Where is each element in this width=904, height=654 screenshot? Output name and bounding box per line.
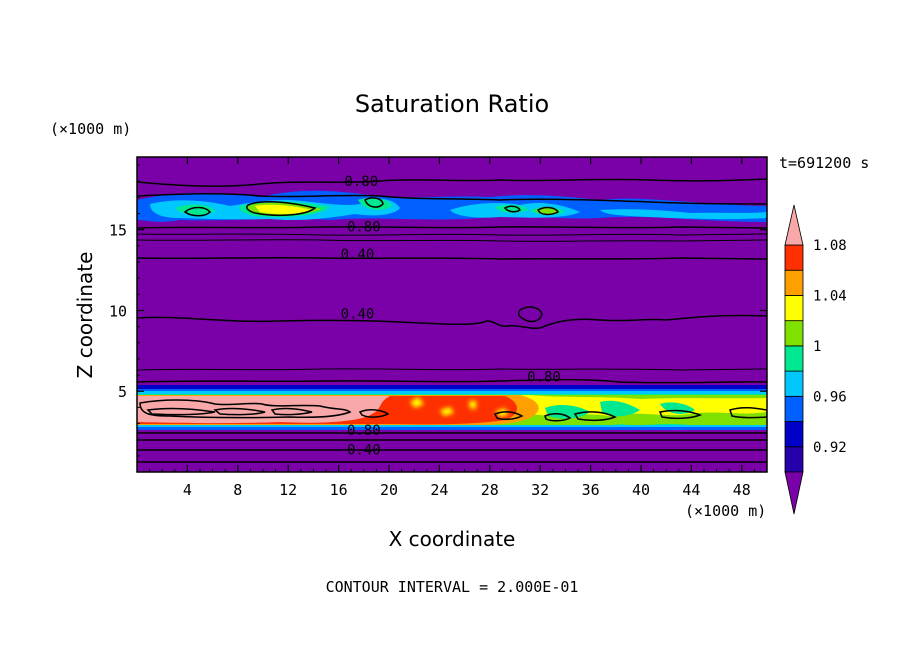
colorbar-tick-label: 0.92 [813, 440, 847, 456]
contour-line [137, 178, 767, 187]
x-tick-label: 24 [430, 481, 448, 499]
colorbar-tick-label: 1.08 [813, 238, 847, 254]
x-tick-label: 40 [632, 481, 650, 499]
contour-line [139, 399, 352, 419]
colorbar-segment [784, 320, 804, 347]
contour-line [137, 256, 767, 260]
contour-line [729, 406, 767, 419]
contour-lines [137, 178, 767, 463]
colorbar-segment [784, 421, 804, 448]
contour-line [183, 206, 212, 217]
lower-layer-blue-base [137, 427, 767, 430]
x-tick-label: 20 [380, 481, 398, 499]
contour-line [137, 239, 767, 242]
contour-line [364, 197, 384, 208]
contour-line [573, 411, 617, 422]
colorbar-tick-label: 1 [813, 339, 821, 355]
y-unit-label: (×1000 m) [50, 120, 131, 138]
colorbar-tick-label: 0.96 [813, 389, 847, 405]
x-tick-label: 28 [481, 481, 499, 499]
lower-layer-cyan-base [137, 425, 767, 428]
contour-line [137, 192, 767, 205]
colorbar-tick-label: 1.04 [813, 288, 847, 304]
contour-line [146, 407, 216, 416]
y-tick-label: 10 [109, 302, 127, 320]
colorbar-bottom-arrow [784, 471, 804, 515]
contour-label: 0.40 [347, 442, 381, 458]
x-axis-ticks: 4 8 12 16 20 24 28 32 36 40 44 48 [149, 157, 755, 499]
x-tick-label: 48 [733, 481, 751, 499]
x-tick-label: 16 [330, 481, 348, 499]
colorbar: 0.92 0.96 1 1.04 1.08 [784, 204, 847, 515]
contour-label: 0.80 [344, 174, 378, 190]
contour-line [246, 201, 317, 217]
contour-label: 0.80 [527, 370, 561, 386]
contour-line [537, 206, 560, 216]
chart-title: Saturation Ratio [355, 90, 549, 118]
contour-line [137, 378, 767, 384]
y-axis-label: Z coordinate [73, 252, 97, 379]
contour-line [137, 368, 767, 371]
upper-layer-lime [247, 202, 558, 216]
x-tick-label: 32 [531, 481, 549, 499]
contour-labels: 0.80 0.80 0.40 0.40 0.80 0.80 0.40 [341, 174, 561, 458]
contour-line [493, 411, 524, 421]
x-axis-label: X coordinate [389, 527, 516, 551]
contour-line [358, 409, 390, 418]
colorbar-segment [784, 395, 804, 422]
upper-layer-cyan-far-right [600, 209, 767, 220]
colorbar-segment [784, 295, 804, 322]
contour-label: 0.40 [341, 307, 375, 323]
lower-layer-dark-blue [137, 385, 767, 391]
contour-line [137, 226, 767, 229]
y-axis-ticks: 5 10 15 [109, 164, 767, 457]
contour-label: 0.40 [341, 247, 375, 263]
x-tick-label: 4 [183, 481, 192, 499]
contour-line [544, 413, 572, 422]
x-tick-label: 12 [279, 481, 297, 499]
colorbar-segment [784, 244, 804, 271]
colorbar-segment [784, 269, 804, 296]
y-tick-label: 15 [109, 222, 127, 240]
lower-layer-green-patches [545, 400, 695, 419]
contour-label: 0.80 [347, 219, 381, 235]
y-tick-label: 5 [118, 383, 127, 401]
contour-line [213, 407, 266, 416]
lower-layer-cyan [137, 391, 767, 395]
time-label: t=691200 s [779, 154, 869, 172]
x-tick-label: 8 [233, 481, 242, 499]
x-unit-label: (×1000 m) [685, 502, 766, 520]
colorbar-segment [784, 345, 804, 372]
contour-line [137, 233, 767, 236]
colorbar-segment [784, 446, 804, 473]
contour-line [270, 407, 313, 416]
colorbar-top-arrow [784, 204, 804, 246]
contour-line [503, 205, 521, 213]
upper-layer-yellow [255, 204, 312, 215]
x-tick-label: 44 [682, 481, 700, 499]
contour-line [137, 314, 767, 329]
contour-line [658, 409, 703, 420]
contour-interval-footer: CONTOUR INTERVAL = 2.000E-01 [326, 578, 579, 596]
colorbar-segment [784, 370, 804, 397]
x-tick-label: 36 [582, 481, 600, 499]
lower-cloud-layer [137, 385, 767, 430]
plot-area: 0.80 0.80 0.40 0.40 0.80 0.80 0.40 [137, 157, 767, 472]
contour-label: 0.80 [347, 423, 381, 439]
contour-line [517, 306, 543, 323]
lower-layer-speckle [410, 397, 509, 417]
